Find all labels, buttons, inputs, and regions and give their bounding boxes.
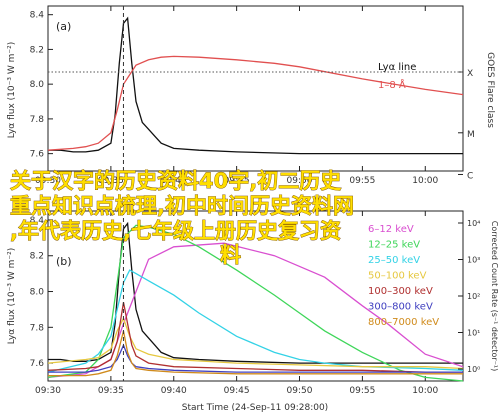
x-tick-label: 09:55 bbox=[349, 176, 375, 186]
x-tick-label: 09:50 bbox=[287, 176, 313, 186]
count-tick-label: 10² bbox=[467, 292, 480, 301]
y-tick-label: 8.2 bbox=[30, 45, 44, 55]
series-line-4 bbox=[47, 316, 464, 370]
x-tick-label: 09:30 bbox=[35, 386, 61, 396]
panel-a-label: (a) bbox=[56, 20, 71, 33]
series-line-7 bbox=[48, 330, 463, 377]
series-line-0 bbox=[48, 16, 463, 155]
panel-a-legend: Lyα line 1–8 Å bbox=[378, 62, 416, 91]
panel-a: (a) 09:30 09:35 09:40 09:45 09:50 09:55 10:00 … bbox=[7, 5, 495, 186]
goes-class-label: C bbox=[467, 171, 473, 181]
panel-a-right-axis: X M C bbox=[48, 69, 475, 181]
legend-b-entry: 50–100 keV bbox=[368, 271, 427, 282]
series-line-1 bbox=[47, 55, 464, 151]
overlay-line-1: 关于汉字的历史资料40字,初二历史 bbox=[10, 169, 342, 193]
panel-b-label: (b) bbox=[56, 255, 72, 268]
panel-a-right-ylabel: GOES Flare class bbox=[485, 52, 495, 128]
count-tick-label: 10³ bbox=[467, 256, 480, 265]
goes-class-label: M bbox=[467, 130, 475, 140]
panel-b-x-ticks: 09:30 09:35 09:40 09:45 09:50 09:55 10:00 bbox=[35, 211, 439, 396]
x-tick-label: 09:55 bbox=[349, 386, 375, 396]
x-tick-label: 10:00 bbox=[412, 176, 438, 186]
x-tick-label: 09:45 bbox=[224, 386, 250, 396]
x-tick-label: 09:50 bbox=[287, 386, 313, 396]
x-tick-label: 09:30 bbox=[35, 176, 61, 186]
count-tick-label: 10⁴ bbox=[467, 219, 480, 228]
legend-a-title: Lyα line bbox=[378, 62, 416, 73]
panel-b-y-ticks: 7.6 7.8 8.0 8.2 8.4 bbox=[30, 216, 53, 369]
x-tick-label: 09:45 bbox=[224, 176, 250, 186]
y-tick-label: 7.6 bbox=[30, 359, 45, 369]
count-tick-label: 10¹ bbox=[467, 329, 480, 338]
x-tick-label: 09:35 bbox=[98, 386, 124, 396]
panel-a-x-ticks: 09:30 09:35 09:40 09:45 09:50 09:55 10:00 bbox=[35, 6, 439, 186]
panel-a-y-ticks: 7.6 7.8 8.0 8.2 8.4 bbox=[30, 11, 53, 160]
legend-b-entry: 25–50 keV bbox=[368, 255, 420, 266]
y-tick-label: 7.6 bbox=[30, 150, 45, 160]
series-line-0 bbox=[48, 221, 463, 364]
x-tick-label: 09:40 bbox=[161, 176, 187, 186]
legend-b-entry: 12–25 keV bbox=[368, 240, 420, 251]
overlay-line-3: ,年代表历史,七年级上册历史复习资 bbox=[10, 219, 341, 243]
legend-b-entry: 6–12 keV bbox=[368, 224, 414, 235]
y-tick-label: 8.4 bbox=[30, 216, 45, 226]
legend-b-entry: 100–300 keV bbox=[368, 286, 433, 297]
y-tick-label: 8.0 bbox=[30, 80, 45, 90]
y-tick-label: 8.0 bbox=[30, 288, 45, 298]
series-line-5 bbox=[47, 302, 463, 373]
overlay-watermark: 关于汉字的历史资料40字,初二历史 重点知识点梳理,初中时间历史资料网 ,年代表… bbox=[10, 169, 355, 268]
panel-b-series bbox=[47, 221, 464, 382]
panel-a-ylabel: Lyα flux (10⁻³ W m⁻²) bbox=[7, 42, 17, 138]
panel-a-series bbox=[47, 16, 464, 155]
y-tick-label: 8.4 bbox=[30, 11, 45, 21]
x-tick-label: 09:40 bbox=[161, 386, 187, 396]
panel-b-legend: 6–12 keV 12–25 keV 25–50 keV 50–100 keV 100–… bbox=[368, 224, 439, 328]
panel-b-xlabel: Start Time (24-Sep-11 09:28:00) bbox=[182, 403, 328, 413]
series-line-3 bbox=[47, 269, 464, 373]
legend-a-entry: 1–8 Å bbox=[378, 78, 406, 91]
panel-b-right-axis: 10⁴ 10³ 10² 10¹ 10⁰ bbox=[458, 219, 480, 374]
x-tick-label: 09:35 bbox=[98, 176, 124, 186]
panel-b-ylabel: Lyα flux (10⁻³ W m⁻²) bbox=[7, 248, 17, 344]
overlay-line-2: 重点知识点梳理,初中时间历史资料网 bbox=[10, 194, 354, 218]
y-tick-label: 7.8 bbox=[30, 323, 45, 333]
legend-b-entry: 300–800 keV bbox=[368, 302, 433, 313]
y-tick-label: 8.2 bbox=[30, 252, 44, 262]
panel-b: (b) 09:30 09:35 09:40 09:45 09:50 09:55 10:00 … bbox=[7, 210, 499, 413]
panel-b-right-ylabel: Corrected Count Rate (s⁻¹ detector⁻¹) bbox=[490, 221, 499, 372]
goes-class-label: X bbox=[467, 69, 473, 79]
legend-b-entry: 800–7000 keV bbox=[368, 317, 439, 328]
x-tick-label: 10:00 bbox=[412, 386, 438, 396]
y-tick-label: 7.8 bbox=[30, 115, 45, 125]
count-tick-label: 10⁰ bbox=[467, 365, 480, 374]
series-line-2 bbox=[47, 224, 464, 382]
overlay-line-4: 料 bbox=[220, 243, 241, 267]
